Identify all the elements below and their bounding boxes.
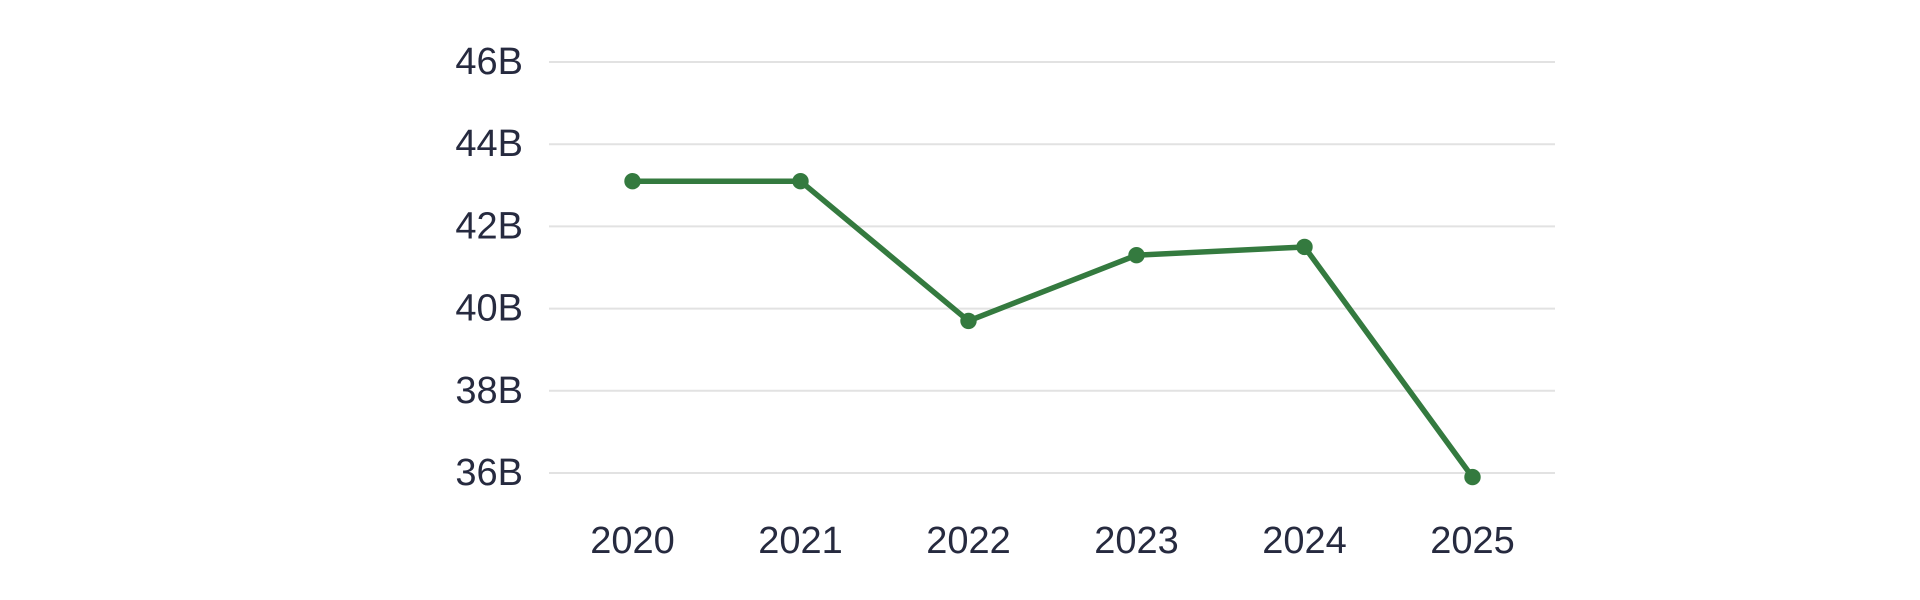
data-point-2022[interactable] [960,312,977,330]
x-tick-label-2022: 2022 [926,520,1011,562]
data-point-2023[interactable] [1128,246,1145,264]
y-tick-label-46B: 46B [455,41,523,83]
y-tick-label-40B: 40B [455,288,523,330]
y-tick-label-38B: 38B [455,370,523,412]
x-tick-label-2023: 2023 [1094,520,1179,562]
y-tick-label-42B: 42B [455,205,523,247]
y-tick-label-36B: 36B [455,452,523,494]
x-tick-label-2025: 2025 [1430,520,1515,562]
data-point-2024[interactable] [1296,238,1313,256]
data-point-2020[interactable] [624,172,641,190]
data-point-2025[interactable] [1464,468,1481,486]
x-tick-label-2021: 2021 [758,520,843,562]
line-series [629,178,1476,480]
x-tick-label-2020: 2020 [590,520,675,562]
x-tick-label-2024: 2024 [1262,520,1347,562]
data-point-2021[interactable] [792,172,809,190]
y-tick-label-44B: 44B [455,123,523,165]
